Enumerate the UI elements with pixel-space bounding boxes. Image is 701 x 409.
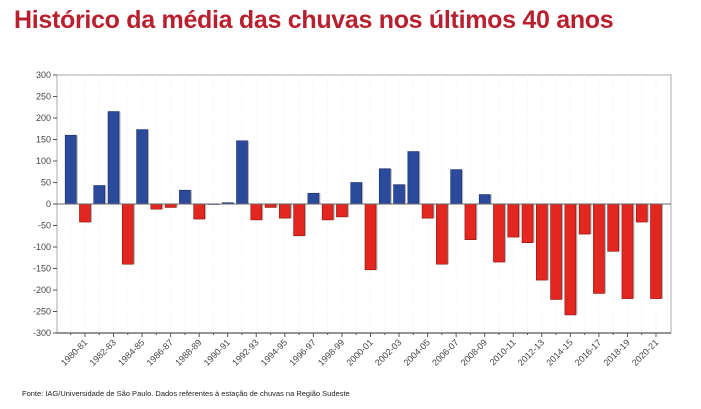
x-tick-label: 2008-09 [459, 337, 489, 367]
bar-2005-06 [436, 203, 448, 265]
bar-1995-96 [293, 203, 305, 237]
bar-2000-01 [364, 203, 377, 271]
x-tick-label: 1994-95 [259, 337, 289, 367]
x-tick-label: 1982-83 [88, 337, 118, 367]
bar-1983-84 [122, 203, 134, 265]
bar-1996-97 [307, 192, 320, 205]
bar-2007-08 [464, 203, 477, 240]
source-note: Fonte: IAG/Universidade de São Paulo. Da… [22, 389, 350, 398]
bar-1993-94 [264, 203, 277, 208]
x-tick-label: 2004-05 [402, 337, 432, 367]
bar-2014-15 [564, 203, 577, 316]
bar-1992-93 [250, 203, 263, 221]
y-tick-label: -250 [33, 307, 51, 317]
y-tick-label: 300 [36, 70, 51, 80]
y-tick-label: 50 [41, 178, 51, 188]
bar-1994-95 [279, 203, 291, 219]
bar-1997-98 [321, 203, 334, 221]
bar-2010-11 [507, 203, 520, 238]
x-tick-label: 2002-03 [373, 337, 403, 367]
x-tick-label: 2000-01 [344, 337, 374, 367]
bar-1991-92 [236, 140, 248, 205]
y-tick-label: 250 [36, 92, 51, 102]
bar-1998-99 [336, 203, 348, 218]
bar-2008-09 [478, 194, 491, 205]
bar-2016-17 [593, 203, 605, 294]
bar-2009-10 [493, 203, 505, 263]
bar-2018-19 [621, 203, 634, 299]
bar-1985-86 [150, 203, 163, 210]
y-tick-label: -150 [33, 264, 51, 274]
bar-1979-80 [64, 134, 77, 205]
bar-2020-21 [650, 203, 662, 299]
x-tick-label: 2018-19 [601, 337, 631, 367]
bar-1986-87 [164, 203, 177, 208]
bar-2019-20 [635, 203, 648, 223]
bar-1984-85 [136, 129, 148, 205]
x-tick-label: 2020-21 [630, 337, 660, 367]
bar-1988-89 [193, 203, 205, 220]
bar-1987-88 [179, 189, 191, 205]
bar-2003-04 [407, 151, 420, 205]
bar-2015-16 [578, 203, 591, 235]
chart-title: Histórico da média das chuvas nos último… [14, 6, 614, 34]
x-tick-label: 1986-87 [145, 337, 175, 367]
y-tick-label: -300 [33, 328, 51, 338]
x-tick-label: 1996-97 [287, 337, 317, 367]
x-tick-label: 2006-07 [430, 337, 460, 367]
bar-2001-02 [378, 168, 391, 205]
x-tick-label: 2014-15 [544, 337, 574, 367]
x-tick-label: 1988-89 [173, 337, 203, 367]
bar-2006-07 [450, 169, 462, 205]
y-tick-label: 200 [36, 113, 51, 123]
x-tick-label: 2010-11 [488, 337, 518, 367]
x-tick-label: 1980-81 [59, 337, 89, 367]
bar-1982-83 [107, 111, 120, 205]
x-tick-label: 1992-93 [230, 337, 260, 367]
y-tick-label: -50 [38, 221, 51, 231]
bar-2012-13 [535, 203, 548, 281]
bar-2004-05 [421, 203, 434, 219]
bar-2011-12 [521, 203, 534, 244]
bar-1999-00 [350, 182, 363, 205]
y-tick-label: 150 [36, 135, 51, 145]
x-tick-label: 2012-13 [516, 337, 546, 367]
y-tick-label: 100 [36, 156, 51, 166]
x-tick-label: 1984-85 [116, 337, 146, 367]
bar-1981-82 [93, 185, 106, 205]
bar-2002-03 [393, 184, 405, 205]
x-tick-label: 2016-17 [573, 337, 603, 367]
bar-2017-18 [607, 203, 619, 252]
x-tick-label: 1998-99 [316, 337, 346, 367]
bar-1980-81 [79, 203, 91, 223]
y-tick-label: -200 [33, 285, 51, 295]
y-tick-label: -100 [33, 242, 51, 252]
x-tick-label: 1990-91 [202, 337, 232, 367]
y-tick-label: 0 [46, 199, 51, 209]
bar-2013-14 [550, 203, 562, 300]
